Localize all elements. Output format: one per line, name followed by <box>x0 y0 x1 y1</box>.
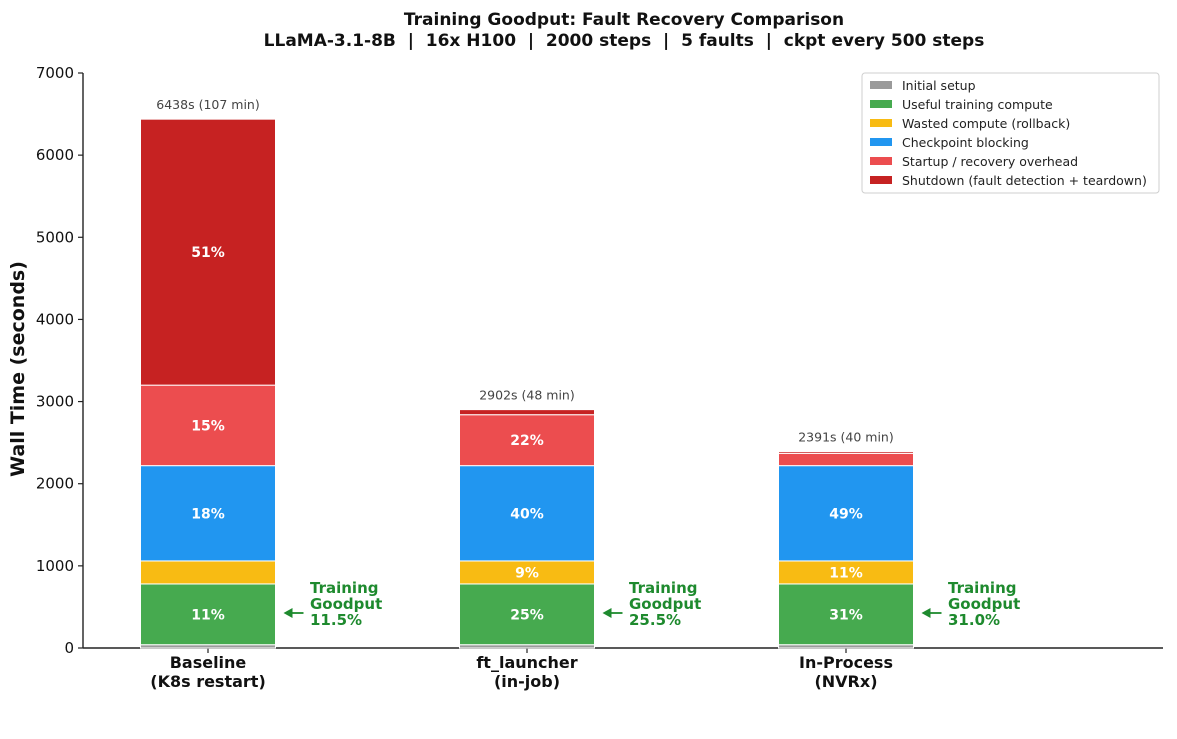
bar-total-label: 6438s (107 min) <box>156 97 259 112</box>
chart-title: Training Goodput: Fault Recovery Compari… <box>404 10 844 30</box>
goodput-annotation: Training <box>310 579 378 597</box>
bar-segment <box>459 465 595 562</box>
annotation-arrowhead <box>602 608 612 618</box>
y-tick-label: 0 <box>64 639 74 657</box>
segment-label: 15% <box>191 418 225 434</box>
goodput-annotation: Goodput <box>310 595 382 613</box>
goodput-annotation: 31.0% <box>948 611 1000 629</box>
segment-label: 22% <box>510 433 544 449</box>
legend-entry: Shutdown (fault detection + teardown) <box>902 173 1147 188</box>
bar-segment <box>140 465 276 562</box>
segment-label: 11% <box>191 607 225 623</box>
bar-segment <box>778 583 914 646</box>
bar-segment <box>778 451 914 454</box>
legend-swatch <box>870 176 892 184</box>
y-tick-label: 6000 <box>36 146 74 164</box>
y-tick-label: 1000 <box>36 557 74 575</box>
segment-label: 18% <box>191 506 225 522</box>
legend-frame <box>861 72 1160 194</box>
goodput-annotation: 11.5% <box>310 611 362 629</box>
x-tick-label: In-Process <box>799 653 893 672</box>
segment-label: 49% <box>829 506 863 522</box>
plot-area: 0 1000 2000 3000 4000 5000 6000 7000 Baseline(K8… <box>36 64 1163 691</box>
y-tick-label: 2000 <box>36 475 74 493</box>
chart-subtitle: LLaMA-3.1-8B | 16x H100 | 2000 steps | 5… <box>264 31 985 51</box>
legend-entry: Checkpoint blocking <box>902 135 1029 150</box>
goodput-annotation: Goodput <box>948 595 1020 613</box>
legend-swatch <box>870 157 892 165</box>
legend: Initial setup Useful training compute Wast… <box>861 72 1160 194</box>
segment-label: 40% <box>510 506 544 522</box>
bar-segment <box>140 384 276 467</box>
y-tick-label: 4000 <box>36 310 74 328</box>
bar-total-label: 2902s (48 min) <box>479 388 575 403</box>
goodput-annotation: Training <box>629 579 697 597</box>
goodput-annotation: Training <box>948 579 1016 597</box>
annotation-arrowhead <box>921 608 931 618</box>
goodput-annotation: Goodput <box>629 595 701 613</box>
legend-entry: Initial setup <box>902 78 976 93</box>
legend-entry: Wasted compute (rollback) <box>902 116 1070 131</box>
x-tick-label: (NVRx) <box>814 672 877 691</box>
legend-swatch <box>870 119 892 127</box>
bar-total-label: 2391s (40 min) <box>798 430 894 445</box>
x-tick-label: (K8s restart) <box>150 672 266 691</box>
x-tick-label: (in-job) <box>494 672 560 691</box>
y-tick-label: 5000 <box>36 228 74 246</box>
segment-label: 51% <box>191 245 225 261</box>
legend-swatch <box>870 81 892 89</box>
segment-label: 11% <box>829 565 863 581</box>
legend-swatch <box>870 138 892 146</box>
y-tick-label: 3000 <box>36 393 74 411</box>
segment-label: 31% <box>829 607 863 623</box>
bar-segment <box>140 118 276 386</box>
x-tick-label: ft_launcher <box>476 653 577 672</box>
y-axis-label: Wall Time (seconds) <box>7 261 29 477</box>
segment-label: 25% <box>510 607 544 623</box>
y-tick-label: 7000 <box>36 64 74 82</box>
segment-label: 9% <box>515 565 539 581</box>
x-tick-label: Baseline <box>170 653 247 672</box>
goodput-annotation: 25.5% <box>629 611 681 629</box>
legend-entry: Startup / recovery overhead <box>902 154 1078 169</box>
bar-segment <box>459 583 595 646</box>
annotation-arrowhead <box>283 608 293 618</box>
legend-entry: Useful training compute <box>902 97 1053 112</box>
bar-segment <box>459 409 595 416</box>
bar-segment <box>778 465 914 562</box>
bar-segment <box>140 560 276 585</box>
legend-swatch <box>870 100 892 108</box>
bar-segment <box>778 452 914 467</box>
bar-segment <box>140 583 276 646</box>
